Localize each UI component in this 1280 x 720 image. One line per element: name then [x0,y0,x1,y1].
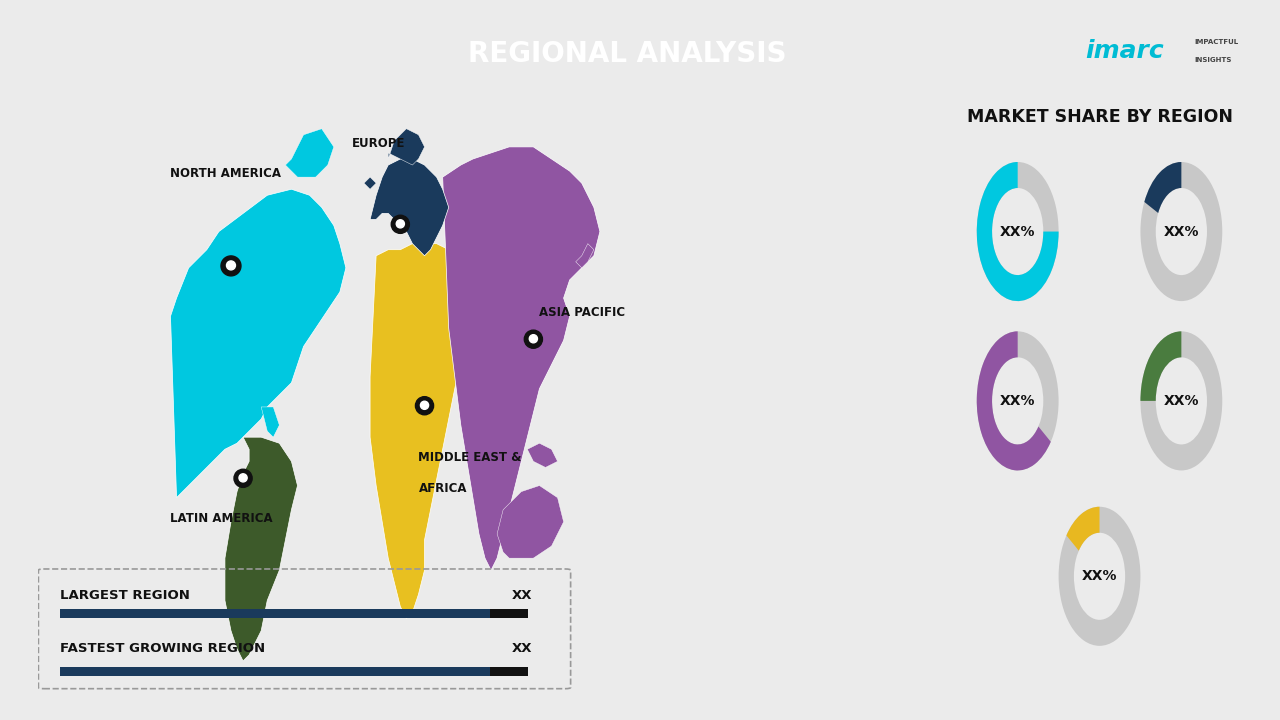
Polygon shape [526,338,540,346]
Wedge shape [1066,507,1100,551]
Polygon shape [527,444,558,467]
Polygon shape [393,222,407,232]
Circle shape [234,469,252,487]
Text: IMPACTFUL: IMPACTFUL [1194,40,1238,45]
Wedge shape [1059,507,1140,646]
Polygon shape [225,437,297,661]
Polygon shape [170,189,346,498]
Text: INSIGHTS: INSIGHTS [1194,58,1231,63]
Wedge shape [1140,331,1181,401]
Bar [490,667,527,676]
Bar [490,609,527,618]
Wedge shape [977,331,1051,470]
Text: XX%: XX% [1082,570,1117,583]
Wedge shape [977,331,1059,470]
Polygon shape [417,404,431,413]
Polygon shape [285,129,334,177]
Polygon shape [370,159,449,256]
Circle shape [392,215,410,233]
Text: ASIA PACIFIC: ASIA PACIFIC [539,306,626,319]
Circle shape [525,330,543,348]
Text: XX%: XX% [1000,394,1036,408]
Circle shape [420,401,429,410]
Circle shape [221,256,241,276]
Polygon shape [443,147,600,570]
Polygon shape [370,243,472,618]
Polygon shape [497,485,563,558]
Wedge shape [1140,162,1222,301]
Text: NORTH AMERICA: NORTH AMERICA [170,167,282,180]
Circle shape [397,220,404,228]
Wedge shape [1140,331,1222,470]
Text: XX%: XX% [1000,225,1036,238]
Wedge shape [977,162,1059,301]
Text: MARKET SHARE BY REGION: MARKET SHARE BY REGION [966,107,1233,125]
Text: MIDDLE EAST &: MIDDLE EAST & [419,451,522,464]
Polygon shape [576,243,594,268]
Text: LATIN AMERICA: LATIN AMERICA [170,512,273,525]
Circle shape [530,335,538,343]
Bar [60,609,490,618]
Polygon shape [388,129,425,165]
Wedge shape [977,162,1059,301]
Text: REGIONAL ANALYSIS: REGIONAL ANALYSIS [468,40,786,68]
Text: imarc: imarc [1085,39,1164,63]
Polygon shape [261,407,279,437]
Text: LARGEST REGION: LARGEST REGION [60,589,189,602]
Text: XX%: XX% [1164,394,1199,408]
Wedge shape [1144,162,1181,213]
Text: XX: XX [512,589,532,602]
Text: EUROPE: EUROPE [352,137,406,150]
Polygon shape [236,477,251,485]
Polygon shape [364,177,376,189]
Circle shape [227,261,236,270]
Text: XX%: XX% [1164,225,1199,238]
Bar [60,667,490,676]
Text: AFRICA: AFRICA [419,482,467,495]
Circle shape [416,397,434,415]
Polygon shape [223,264,239,274]
Text: XX: XX [512,642,532,655]
Text: FASTEST GROWING REGION: FASTEST GROWING REGION [60,642,265,655]
Circle shape [239,474,247,482]
